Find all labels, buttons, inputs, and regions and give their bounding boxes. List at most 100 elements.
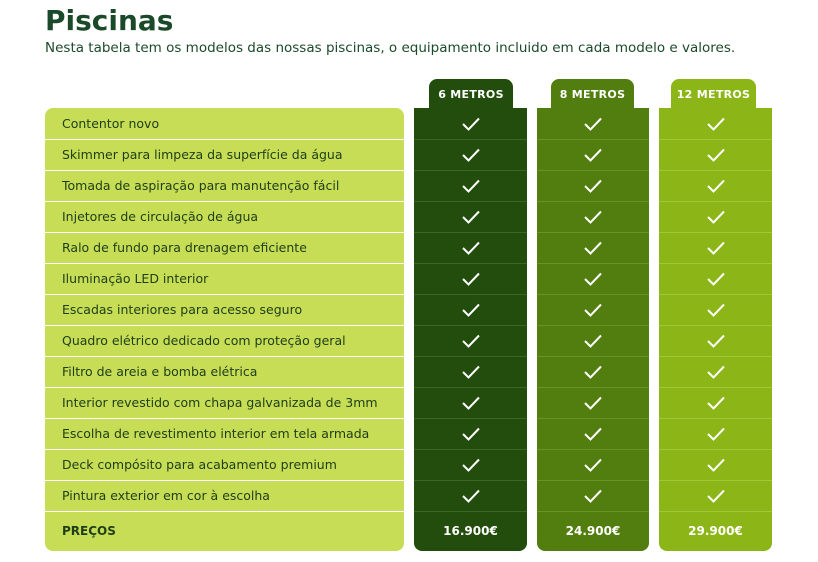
row-separator [45, 418, 404, 419]
row-separator [45, 387, 404, 388]
feature-label: Deck compósito para acabamento premium [62, 457, 337, 472]
column-header: 8 METROS [551, 79, 634, 110]
row-separator [659, 294, 772, 295]
feature-label: Quadro elétrico dedicado com proteção ge… [62, 333, 346, 348]
check-icon [583, 364, 603, 380]
check-icon [461, 426, 481, 442]
check-icon [706, 364, 726, 380]
price-label: PREÇOS [62, 524, 116, 538]
check-icon [706, 457, 726, 473]
row-separator [659, 325, 772, 326]
row-separator [414, 232, 527, 233]
row-separator [45, 480, 404, 481]
check-icon [706, 426, 726, 442]
check-icon [461, 116, 481, 132]
row-separator [414, 511, 527, 512]
row-separator [45, 325, 404, 326]
row-separator [414, 139, 527, 140]
check-icon [706, 209, 726, 225]
price-value: 24.900€ [565, 524, 621, 538]
model-column [659, 108, 772, 551]
check-icon [583, 457, 603, 473]
check-icon [583, 333, 603, 349]
row-separator [659, 480, 772, 481]
row-separator [45, 356, 404, 357]
row-separator [537, 325, 649, 326]
model-column [414, 108, 527, 120]
row-separator [414, 294, 527, 295]
check-icon [583, 116, 603, 132]
row-separator [659, 263, 772, 264]
row-separator [659, 201, 772, 202]
column-header: 12 METROS [671, 79, 756, 110]
row-separator [414, 480, 527, 481]
check-icon [706, 178, 726, 194]
check-icon [461, 271, 481, 287]
row-separator [537, 232, 649, 233]
row-separator [414, 418, 527, 419]
check-icon [461, 333, 481, 349]
row-separator [45, 139, 404, 140]
row-separator [45, 170, 404, 171]
check-icon [461, 488, 481, 504]
check-icon [461, 395, 481, 411]
check-icon [706, 116, 726, 132]
check-icon [461, 240, 481, 256]
feature-label: Escolha de revestimento interior em tela… [62, 426, 370, 441]
check-icon [583, 240, 603, 256]
row-separator [45, 511, 404, 512]
check-icon [706, 271, 726, 287]
row-separator [659, 139, 772, 140]
check-icon [461, 364, 481, 380]
price-value: 16.900€ [443, 524, 498, 538]
row-separator [659, 511, 772, 512]
features-panel [45, 108, 404, 551]
row-separator [659, 449, 772, 450]
feature-label: Pintura exterior em cor à escolha [62, 488, 270, 503]
feature-label: Escadas interiores para acesso seguro [62, 302, 303, 317]
model-column [414, 108, 527, 551]
row-separator [537, 387, 649, 388]
row-separator [659, 418, 772, 419]
row-separator [45, 201, 404, 202]
row-separator [537, 356, 649, 357]
row-separator [659, 232, 772, 233]
feature-label: Iluminação LED interior [62, 271, 209, 286]
row-separator [45, 232, 404, 233]
check-icon [583, 395, 603, 411]
page-subtitle: Nesta tabela tem os modelos das nossas p… [45, 40, 736, 56]
check-icon [583, 302, 603, 318]
row-separator [537, 480, 649, 481]
row-separator [659, 387, 772, 388]
check-icon [461, 457, 481, 473]
price-value: 29.900€ [688, 524, 743, 538]
check-icon [706, 147, 726, 163]
feature-label: Filtro de areia e bomba elétrica [62, 364, 258, 379]
row-separator [414, 170, 527, 171]
row-separator [537, 511, 649, 512]
check-icon [461, 147, 481, 163]
check-icon [461, 209, 481, 225]
row-separator [537, 418, 649, 419]
check-icon [706, 240, 726, 256]
column-header: 6 METROS [429, 79, 513, 110]
model-column [659, 108, 772, 120]
row-separator [414, 201, 527, 202]
feature-label: Injetores de circulação de água [62, 209, 259, 224]
model-column [537, 108, 649, 551]
row-separator [414, 325, 527, 326]
page-title: Piscinas [45, 4, 174, 37]
row-separator [45, 263, 404, 264]
model-column [537, 108, 649, 120]
row-separator [537, 139, 649, 140]
check-icon [583, 271, 603, 287]
row-separator [414, 263, 527, 264]
check-icon [706, 488, 726, 504]
feature-label: Ralo de fundo para drenagem eficiente [62, 240, 307, 255]
check-icon [461, 302, 481, 318]
row-separator [537, 294, 649, 295]
check-icon [583, 147, 603, 163]
row-separator [414, 356, 527, 357]
